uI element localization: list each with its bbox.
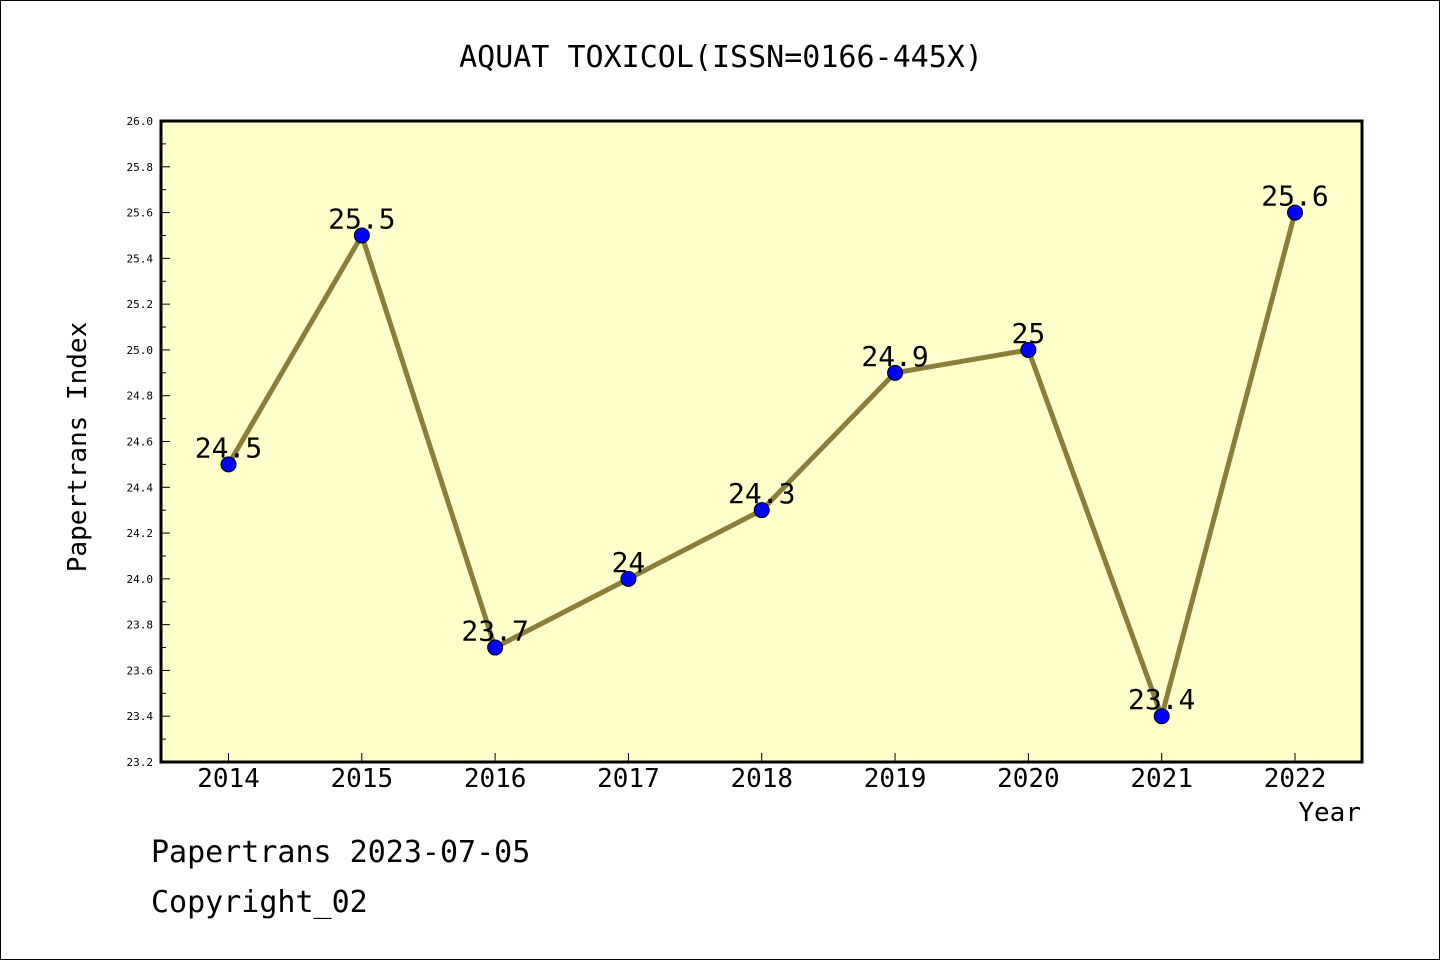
data-point [1153,708,1170,725]
y-tick-label: 23.8 [127,619,154,632]
data-point [753,502,770,519]
x-tick-label: 2016 [464,764,527,794]
data-label: 23.4 [1128,683,1195,716]
data-point [487,639,504,656]
x-tick-label: 2017 [597,764,660,794]
y-tick-label: 25.6 [127,207,154,220]
y-tick-label: 24.6 [127,436,154,449]
y-tick-label: 25.4 [127,252,154,265]
data-label: 24.3 [728,477,795,510]
y-tick-label: 24.0 [127,573,154,586]
y-tick-label: 23.4 [127,710,154,723]
x-tick-label: 2014 [197,764,260,794]
x-tick-label: 2018 [730,764,793,794]
chart-title: AQUAT TOXICOL(ISSN=0166-445X) [459,40,983,75]
y-tick-label: 25.2 [127,298,154,311]
data-label: 25 [1012,317,1046,350]
y-tick-label: 25.0 [127,344,154,357]
data-label: 24.9 [861,340,928,373]
data-label: 23.7 [461,615,528,648]
data-labels: 24.5 25.5 23.7 24 24.3 24.9 25 23.4 25.6 [195,180,1329,717]
y-tick-label: 24.8 [127,390,154,403]
data-point [887,364,904,381]
x-axis: 2014 2015 2016 2017 2018 2019 2020 2021 2022 [197,753,1326,794]
y-tick-label: 23.2 [127,756,154,769]
data-point [1287,204,1303,221]
data-label: 25.6 [1261,180,1328,213]
x-tick-label: 2015 [331,764,394,794]
data-label: 25.5 [328,202,395,235]
y-tick-label: 24.2 [127,527,154,540]
data-markers [220,204,1303,725]
y-axis: 23.2 23.4 23.6 23.8 24.0 24.2 24.4 24.6 24.8 25.0… [127,115,170,769]
data-point [620,570,637,587]
y-axis-label: Papertrans Index [63,322,93,572]
footer-date: Papertrans 2023-07-05 [151,835,531,870]
x-tick-label: 2021 [1130,764,1193,794]
x-tick-label: 2020 [997,764,1060,794]
x-axis-label: Year [1298,798,1361,828]
data-point [353,227,370,244]
footer-copyright: Copyright_02 [151,885,368,920]
data-label: 24.5 [195,431,262,464]
y-tick-label: 24.4 [127,481,154,494]
y-tick-label: 25.8 [127,161,154,174]
data-point [220,456,237,473]
data-point [1020,341,1037,358]
y-tick-label: 26.0 [127,115,154,128]
x-tick-label: 2022 [1264,764,1327,794]
y-tick-label: 23.6 [127,664,154,677]
x-tick-label: 2019 [864,764,927,794]
data-label: 24 [612,546,646,579]
